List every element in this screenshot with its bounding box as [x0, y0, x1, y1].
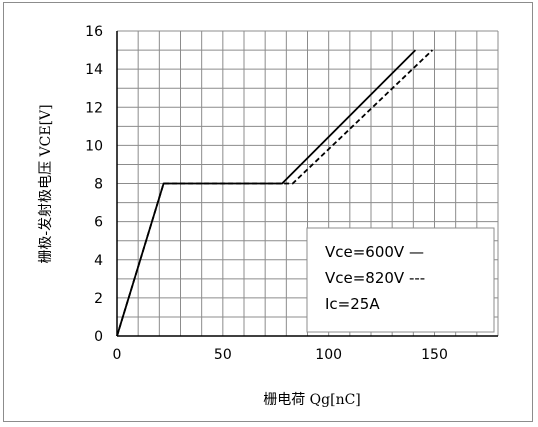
legend-entry-ic: Ic=25A — [325, 295, 380, 313]
y-tick-label: 16 — [85, 24, 103, 40]
legend-entry-820v: Vce=820V --- — [325, 269, 425, 287]
y-tick-label: 2 — [94, 291, 103, 307]
legend-entry-600v: Vce=600V — — [325, 243, 424, 261]
x-tick-label: 0 — [113, 347, 122, 363]
grid — [116, 30, 499, 337]
y-tick-label: 0 — [94, 329, 103, 345]
chart-frame — [3, 2, 533, 422]
x-tick-label: 50 — [214, 347, 232, 363]
series-group — [116, 49, 434, 337]
y-axis-title: 栅极-发射极电压 VCE[V] — [38, 104, 54, 263]
y-tick-label: 12 — [85, 100, 103, 116]
legend: Vce=600V — Vce=820V --- Ic=25A — [306, 227, 495, 333]
y-tick-label: 14 — [85, 62, 103, 78]
x-tick-label: 150 — [421, 347, 448, 363]
legend-box — [306, 227, 495, 333]
y-tick-label: 10 — [85, 138, 103, 154]
y-tick-label: 8 — [94, 177, 103, 193]
tick-labels: 0 50 100 150 0 2 4 6 8 10 12 14 16 — [85, 24, 448, 363]
y-tick-label: 4 — [94, 253, 103, 269]
x-tick-label: 100 — [315, 347, 342, 363]
x-axis-title: 栅电荷 Qg[nC] — [263, 392, 361, 408]
series-line-vce-820v — [116, 49, 434, 337]
y-tick-label: 6 — [94, 215, 103, 231]
